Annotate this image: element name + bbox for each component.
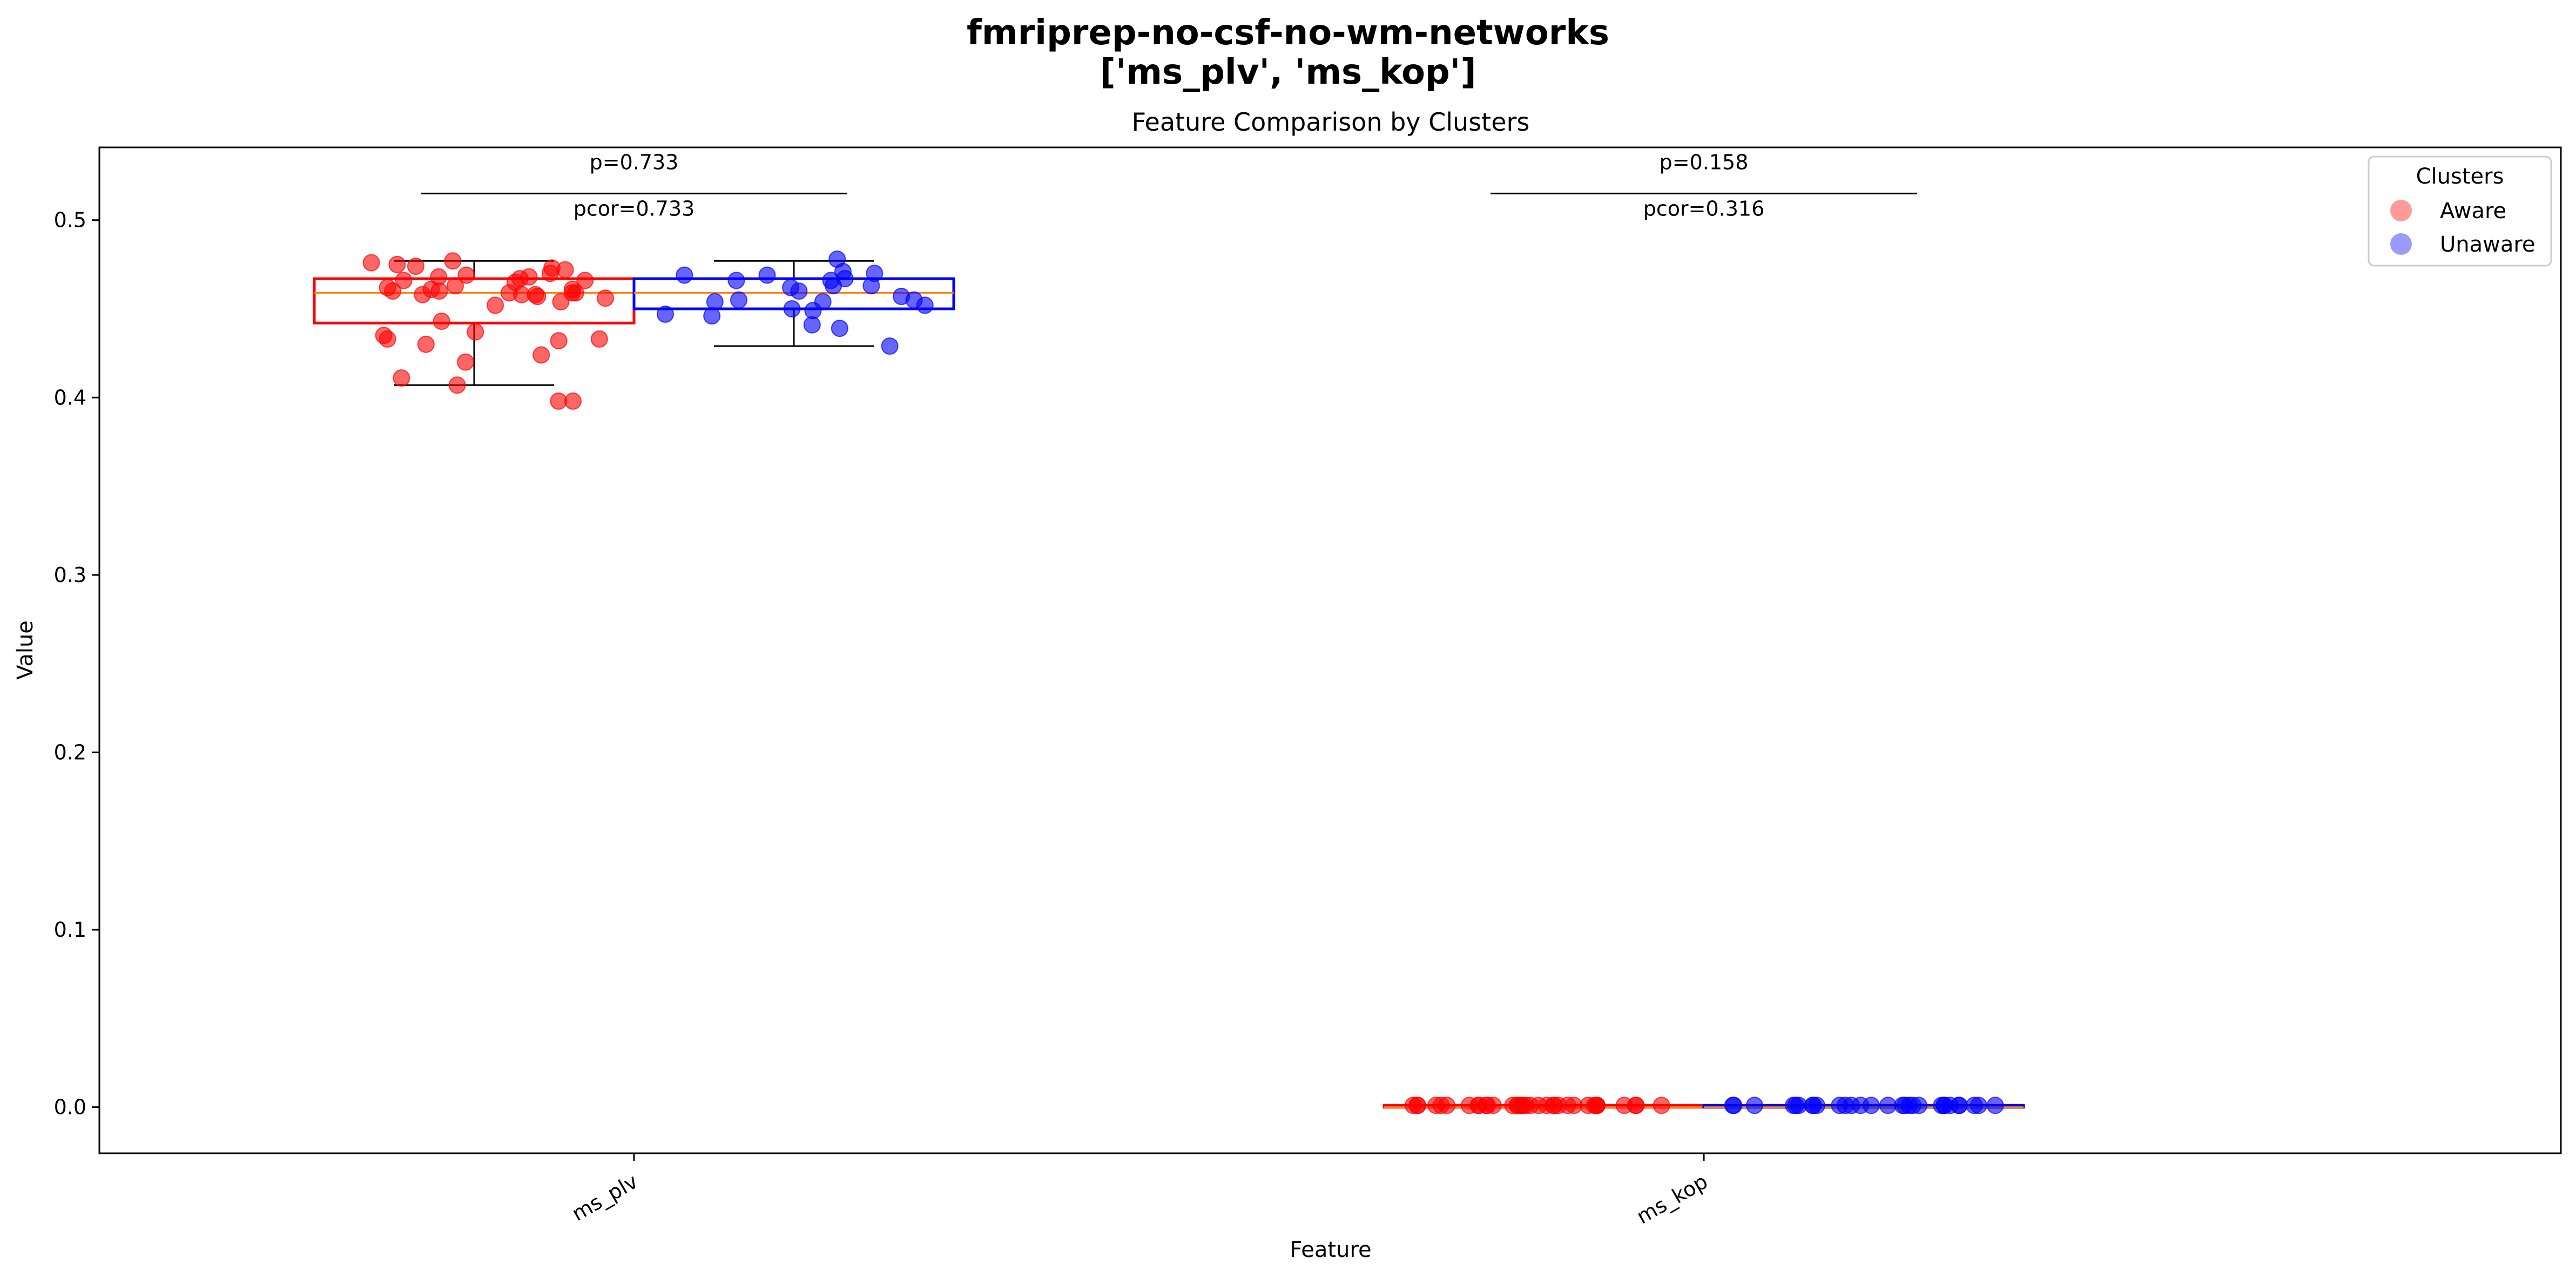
point-unaware-ms-plv-20 (831, 320, 848, 337)
point-unaware-ms-plv-16 (916, 296, 934, 314)
point-unaware-ms-plv-17 (783, 300, 801, 317)
point-unaware-ms-kop-28 (1965, 1097, 1983, 1114)
point-aware-ms-plv-42 (550, 392, 568, 410)
x-axis: ms_plv ms_kop (568, 1153, 1712, 1229)
point-unaware-ms-kop-20 (1724, 1097, 1742, 1114)
point-unaware-ms-plv-6 (893, 288, 911, 305)
pcor-value-label-1: pcor=0.316 (1643, 197, 1765, 220)
point-aware-ms-kop-30 (1588, 1097, 1606, 1114)
point-aware-ms-plv-30 (550, 332, 568, 350)
point-unaware-ms-plv-1 (730, 291, 747, 309)
point-aware-ms-plv-26 (576, 272, 594, 289)
point-unaware-ms-plv-23 (836, 270, 854, 288)
point-aware-ms-kop-31 (1408, 1097, 1426, 1114)
point-unaware-ms-kop-17 (1879, 1097, 1897, 1114)
point-aware-ms-plv-34 (433, 313, 450, 330)
point-unaware-ms-plv-5 (790, 282, 808, 300)
point-unaware-ms-kop-21 (1790, 1097, 1808, 1114)
point-aware-ms-kop-33 (1521, 1097, 1539, 1114)
suptitle-line2: ['ms_plv', 'ms_kop'] (1100, 52, 1476, 92)
legend-marker-unaware (2390, 233, 2412, 255)
point-aware-ms-plv-40 (448, 376, 466, 394)
point-aware-ms-plv-9 (552, 293, 570, 310)
point-unaware-ms-plv-21 (881, 337, 899, 355)
point-unaware-ms-kop-15 (1933, 1097, 1951, 1114)
legend: Clusters Aware Unaware (2368, 155, 2552, 267)
point-aware-ms-kop-18 (1438, 1097, 1456, 1114)
point-aware-ms-plv-39 (393, 369, 410, 387)
point-aware-ms-plv-35 (467, 323, 484, 341)
point-aware-ms-plv-16 (388, 255, 406, 273)
point-aware-ms-kop-29 (1565, 1097, 1583, 1114)
point-aware-ms-plv-13 (384, 282, 402, 300)
point-aware-ms-plv-20 (362, 254, 380, 272)
point-unaware-ms-kop-18 (1950, 1097, 1968, 1114)
point-aware-ms-plv-38 (532, 346, 550, 364)
point-aware-ms-plv-8 (520, 268, 538, 286)
axes-frame (98, 146, 2562, 1154)
plot-area (313, 251, 2025, 1114)
suptitle-line1: fmriprep-no-csf-no-wm-networks (967, 13, 1609, 53)
x-tick-label-1: ms_kop (1633, 1169, 1712, 1229)
point-aware-ms-plv-25 (430, 282, 448, 300)
legend-marker-aware (2390, 200, 2412, 221)
point-unaware-ms-plv-18 (703, 307, 721, 325)
y-tick-label-3: 0.3 (54, 563, 86, 587)
p-value-label-0: p=0.733 (590, 150, 679, 174)
legend-title: Clusters (2416, 164, 2504, 189)
x-axis-label: Feature (1290, 1238, 1371, 1262)
y-tick-label-2: 0.2 (54, 740, 86, 764)
point-aware-ms-plv-37 (457, 353, 475, 371)
point-aware-ms-plv-14 (487, 296, 504, 314)
point-aware-ms-kop-22 (1477, 1097, 1495, 1114)
point-aware-ms-plv-27 (563, 284, 581, 302)
legend-label-aware: Aware (2440, 199, 2506, 224)
point-unaware-ms-plv-11 (758, 266, 776, 284)
point-unaware-ms-plv-4 (706, 293, 724, 310)
point-aware-ms-plv-19 (556, 261, 574, 279)
point-unaware-ms-plv-22 (804, 302, 822, 320)
point-aware-ms-kop-34 (1538, 1097, 1556, 1114)
legend-label-unaware: Unaware (2440, 232, 2535, 257)
legend-frame (2368, 155, 2552, 267)
y-tick-label-1: 0.1 (54, 918, 86, 942)
point-aware-ms-kop-24 (1460, 1097, 1478, 1114)
point-aware-ms-plv-17 (541, 265, 559, 282)
y-tick-label-4: 0.4 (54, 386, 86, 409)
y-axis-label: Value (13, 620, 38, 680)
point-aware-ms-plv-24 (407, 258, 424, 275)
point-aware-ms-plv-32 (375, 327, 393, 344)
point-aware-ms-plv-29 (447, 277, 464, 295)
point-aware-ms-plv-41 (564, 392, 582, 410)
point-aware-ms-plv-15 (395, 272, 413, 289)
axes-title: Feature Comparison by Clusters (1132, 107, 1530, 137)
point-unaware-ms-kop-16 (1986, 1097, 2004, 1114)
significance-annotations: p=0.733 pcor=0.733 p=0.158 pcor=0.316 (421, 150, 1917, 220)
point-aware-ms-plv-33 (417, 335, 435, 353)
pcor-value-label-0: pcor=0.733 (574, 197, 695, 220)
point-unaware-ms-kop-26 (1852, 1097, 1870, 1114)
y-tick-label-5: 0.5 (54, 208, 86, 232)
y-tick-label-0: 0.0 (54, 1096, 86, 1119)
point-unaware-ms-plv-15 (862, 277, 880, 295)
point-aware-ms-plv-22 (527, 286, 544, 303)
point-unaware-ms-plv-8 (657, 305, 674, 323)
point-aware-ms-plv-28 (444, 252, 462, 270)
y-axis: 0.0 0.1 0.2 0.3 0.4 0.5 (54, 208, 99, 1119)
point-unaware-ms-kop-1 (1745, 1097, 1763, 1114)
point-unaware-ms-plv-14 (727, 272, 745, 289)
point-aware-ms-kop-14 (1653, 1097, 1670, 1114)
point-aware-ms-plv-3 (597, 289, 614, 307)
point-aware-ms-plv-21 (457, 266, 475, 284)
point-aware-ms-kop-28 (1627, 1097, 1645, 1114)
x-tick-label-0: ms_plv (568, 1169, 642, 1226)
point-unaware-ms-kop-10 (1836, 1097, 1854, 1114)
p-value-label-1: p=0.158 (1660, 150, 1749, 174)
point-aware-ms-plv-36 (590, 330, 608, 348)
point-unaware-ms-kop-27 (1896, 1097, 1914, 1114)
point-unaware-ms-plv-24 (676, 266, 693, 284)
